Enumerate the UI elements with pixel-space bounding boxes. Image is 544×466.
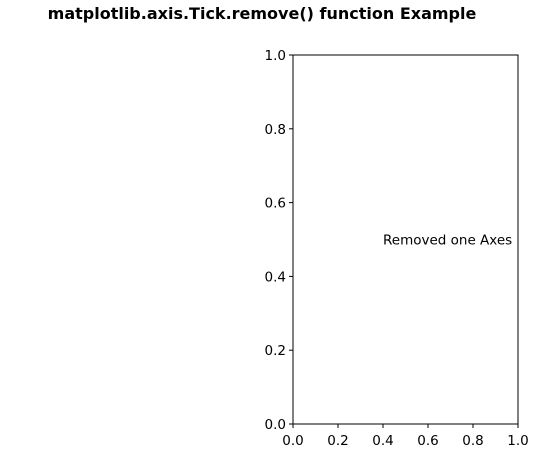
y-tick-label: 0.0 bbox=[265, 417, 286, 433]
x-tick-label: 1.0 bbox=[507, 433, 528, 449]
y-tick-label: 0.6 bbox=[265, 196, 286, 212]
y-tick-label: 0.4 bbox=[265, 269, 286, 285]
y-tick-label: 1.0 bbox=[265, 48, 286, 64]
x-tick-label: 0.8 bbox=[462, 433, 483, 449]
y-axis: 0.0 0.2 0.4 0.6 0.8 1.0 bbox=[265, 48, 293, 433]
annotation-text: Removed one Axes bbox=[383, 233, 512, 249]
x-tick-label: 0.0 bbox=[282, 433, 303, 449]
x-axis: 0.0 0.2 0.4 0.6 0.8 1.0 bbox=[282, 424, 528, 449]
y-tick-label: 0.8 bbox=[265, 122, 286, 138]
x-tick-label: 0.4 bbox=[372, 433, 393, 449]
y-tick-label: 0.2 bbox=[265, 343, 286, 359]
x-tick-label: 0.2 bbox=[327, 433, 348, 449]
figure-title: matplotlib.axis.Tick.remove() function E… bbox=[48, 4, 477, 23]
x-tick-label: 0.6 bbox=[417, 433, 438, 449]
annotations: Removed one Axes bbox=[383, 233, 512, 249]
